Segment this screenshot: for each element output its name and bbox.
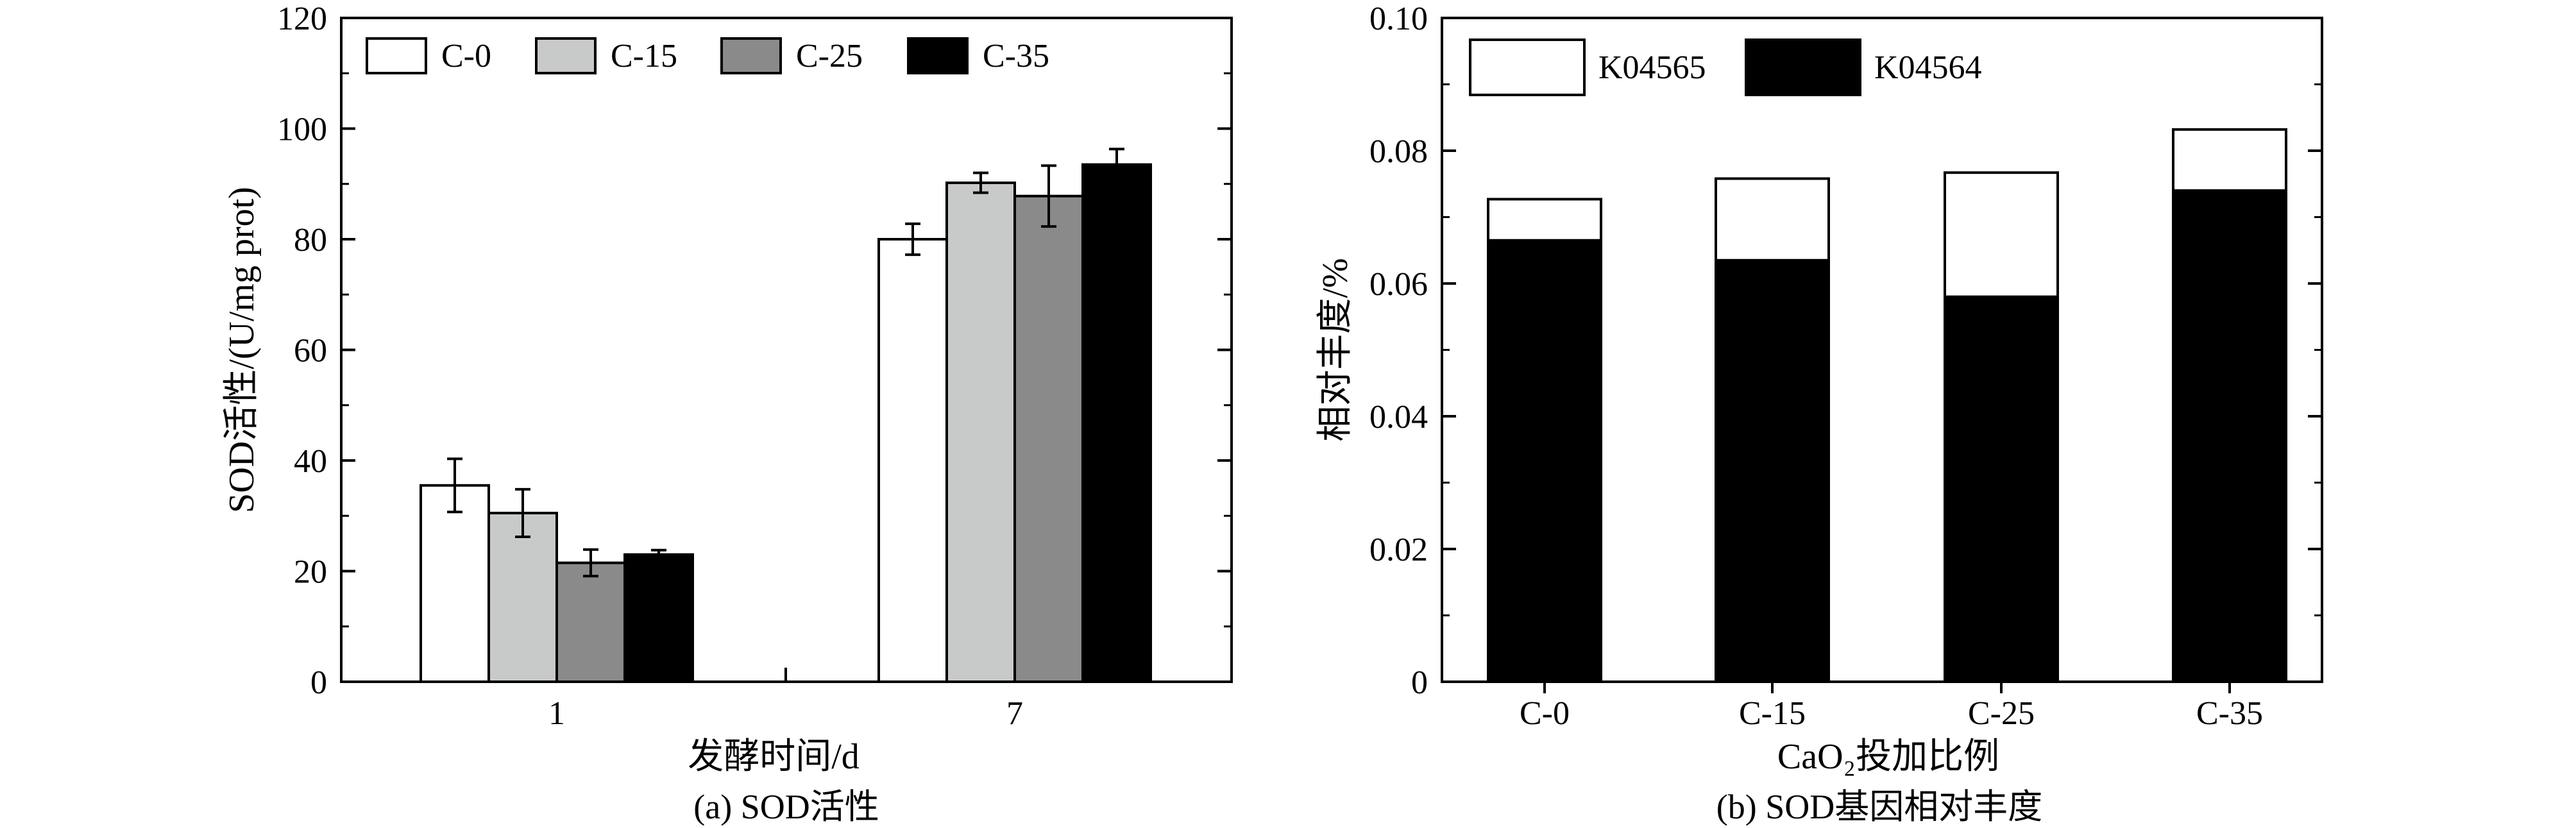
- y-tick-label: 0.04: [1369, 399, 1428, 435]
- bar-K04565-C-25: [1944, 171, 2059, 298]
- legend-swatch-K04565: [1469, 38, 1586, 96]
- panel-a-caption: (a) SOD活性: [693, 788, 879, 826]
- y-tick-label: 0.10: [1369, 1, 1428, 37]
- bar-C-0-day-7: [877, 238, 948, 683]
- legend-swatch-C-35: [907, 37, 969, 74]
- legend-label-K04564: K04564: [1874, 49, 1982, 86]
- legend-label-C-25: C-25: [796, 38, 863, 74]
- legend-swatch-K04564: [1745, 38, 1861, 96]
- panel-b-sod-gene-abundance-chart: 0 0.02 0.04 0.06 0.08 0.10 C-0 C-15 C-25 C-35 CaO₂…: [1316, 1, 2323, 777]
- legend-label-C-0: C-0: [441, 38, 491, 74]
- bar-K04564-C-35: [2172, 189, 2287, 684]
- y-tick-label: 40: [294, 443, 327, 480]
- y-tick-label: 120: [277, 1, 327, 37]
- x-axis-label: 发酵时间/d: [688, 737, 860, 777]
- legend-swatch-C-15: [535, 37, 597, 74]
- bar-K04565-C-0: [1487, 198, 1602, 242]
- bar-C-15-day-7: [945, 182, 1016, 683]
- y-tick-label: 20: [294, 554, 327, 591]
- x-tick-label: C-0: [1520, 695, 1570, 732]
- legend-label-C-15: C-15: [611, 38, 677, 74]
- panel-a-sod-activity-chart: 0 20 40 60 80 100 120 1 7 发酵时间/d SOD活性/(U/mg prot)…: [222, 1, 1233, 777]
- bar-C-35-day-1: [623, 553, 694, 683]
- x-tick-label: C-35: [2196, 695, 2263, 732]
- x-axis-label: CaO₂投加比例: [1777, 737, 1999, 777]
- bar-K04564-C-15: [1715, 258, 1830, 683]
- y-tick-label: 100: [277, 112, 327, 148]
- panel-b-caption: (b) SOD基因相对丰度: [1716, 788, 2043, 826]
- x-tick-label: 7: [1006, 695, 1023, 732]
- bar-K04564-C-25: [1944, 295, 2059, 683]
- y-axis-label: SOD活性/(U/mg prot): [222, 187, 262, 513]
- x-tick-label: C-25: [1968, 695, 2035, 732]
- x-tick-label: 1: [548, 695, 565, 732]
- legend-swatch-C-25: [720, 37, 782, 74]
- legend-swatch-C-0: [366, 37, 427, 74]
- y-tick-label: 0: [310, 664, 327, 701]
- y-tick-label: 0: [1411, 664, 1428, 701]
- y-axis-label: 相对丰度/%: [1316, 258, 1355, 441]
- bar-C-35-day-7: [1081, 163, 1152, 683]
- bar-C-25-day-7: [1013, 194, 1084, 684]
- bar-K04565-C-15: [1715, 177, 1830, 262]
- legend-label-C-35: C-35: [983, 38, 1049, 74]
- y-tick-label: 0.02: [1369, 532, 1428, 568]
- y-tick-label: 80: [294, 222, 327, 258]
- y-tick-label: 0.08: [1369, 133, 1428, 170]
- legend-label-K04565: K04565: [1598, 49, 1706, 86]
- bar-C-0-day-1: [419, 484, 490, 683]
- y-tick-label: 0.06: [1369, 266, 1428, 303]
- bar-C-15-day-1: [487, 511, 558, 683]
- bar-K04564-C-0: [1487, 239, 1602, 684]
- x-tick-label: C-15: [1739, 695, 1806, 732]
- bar-K04565-C-35: [2172, 128, 2287, 192]
- y-tick-label: 60: [294, 333, 327, 369]
- bar-C-25-day-1: [555, 561, 626, 683]
